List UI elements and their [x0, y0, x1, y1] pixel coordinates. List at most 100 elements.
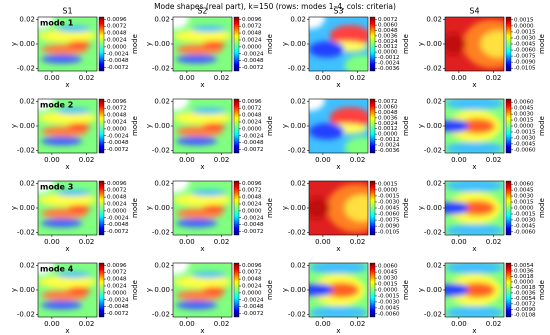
y-axis-label: y [281, 206, 289, 210]
field-blob [40, 54, 83, 64]
field-blob [175, 54, 218, 64]
colorbar-tick-label: -0.0012 [378, 137, 400, 143]
x-tick-label: 0.00 [179, 238, 195, 246]
field-blob [173, 275, 232, 289]
x-tick-label: 0.00 [315, 320, 331, 328]
y-tick-label: 0.00 [19, 122, 35, 130]
colorbar-label: mode [131, 34, 139, 54]
subplot: 0.02 0.00 -0.02 0.00 0.02 x y 0.00960.00720.004… [145, 97, 274, 171]
field-blob [175, 300, 218, 310]
colorbar-tick-label: 0.0024 [107, 119, 127, 125]
subplot: 0.02 0.00 -0.02 0.00 0.02 x y 0.00600.00450.003… [281, 261, 410, 335]
colorbar-tick-label: 0.0030 [514, 112, 534, 118]
colorbar-tick-label: -0.0072 [514, 301, 536, 307]
colorbar-tick-label: -0.0036 [514, 290, 536, 296]
field-blob [175, 125, 224, 137]
colorbar-tick-label: 0.0036 [514, 268, 534, 274]
field-blob [459, 282, 496, 298]
colorbar-tick-label: 0.0000 [242, 208, 262, 214]
colorbar-tick-label: -0.0015 [514, 211, 536, 217]
x-tick-label: 0.02 [350, 238, 366, 246]
y-tick-label: -0.02 [424, 65, 442, 73]
field-blob [40, 208, 89, 219]
colorbar-tick-label: -0.0108 [514, 312, 536, 318]
colorbar-tick-label: 0.0048 [242, 195, 262, 201]
field-blob [38, 193, 97, 207]
colorbar-tick-label: 0.0000 [514, 206, 534, 212]
field-blob [40, 125, 89, 137]
colorbar-tick-label: -0.0045 [514, 223, 536, 229]
colorbar-tick-label: -0.0060 [514, 48, 536, 54]
colorbar-tick-label: 0.0048 [107, 113, 127, 119]
heatmap [309, 181, 368, 235]
x-axis-label: x [472, 163, 476, 171]
heatmap [173, 181, 232, 235]
field-blob [445, 181, 504, 192]
field-blob [202, 41, 227, 47]
y-tick-label: 0.00 [290, 204, 306, 212]
field-blob [40, 44, 89, 55]
heatmap [38, 99, 97, 153]
colorbar-tick-label: -0.0060 [378, 212, 400, 218]
colorbar [98, 262, 105, 318]
colorbar-tick-label: -0.0024 [378, 60, 400, 66]
x-tick-label: 0.00 [315, 238, 331, 246]
y-tick-label: 0.00 [19, 204, 35, 212]
subplot: 0.02 0.00 -0.02 0.00 0.02 x y 0.00720.00600.004… [281, 97, 410, 171]
field-blob [202, 123, 227, 129]
colorbar-tick-label: -0.0036 [378, 148, 400, 154]
x-tick-label: 0.00 [315, 74, 331, 82]
y-axis-label: y [145, 206, 153, 210]
x-tick-label: 0.02 [350, 74, 366, 82]
colorbar-tick-label: -0.0072 [107, 311, 129, 317]
colorbar-tick-label: 0.0072 [378, 17, 398, 23]
y-axis-label: y [417, 288, 425, 292]
x-tick-label: 0.00 [451, 74, 467, 82]
field-blob [445, 33, 466, 55]
subplot: 0.02 0.00 -0.02 0.00 0.02 x y 0.00960.00720.004… [145, 179, 274, 253]
y-tick-label: 0.00 [19, 40, 35, 48]
colorbar-tick-label: 0.0048 [242, 277, 262, 283]
colorbar-tick-label: 0.0060 [514, 182, 534, 188]
heatmap [38, 263, 97, 317]
field-blob [344, 136, 368, 153]
x-tick-label: 0.02 [214, 74, 230, 82]
colorbar-tick-label: -0.0015 [514, 129, 536, 135]
colorbar-tick-label: -0.0015 [378, 293, 400, 299]
colorbar-tick-label: 0.0015 [514, 200, 534, 206]
field-blob [445, 263, 504, 274]
colorbar-tick-label: -0.0060 [514, 147, 536, 153]
colorbar-tick-label: 0.0054 [514, 263, 534, 269]
y-tick-label: 0.00 [290, 122, 306, 130]
colorbar-label: mode [538, 34, 546, 54]
colorbar-tick-label: -0.0105 [378, 230, 400, 236]
x-tick-label: 0.02 [486, 156, 502, 164]
y-tick-label: 0.02 [154, 15, 170, 23]
x-axis-label: x [65, 163, 69, 171]
y-axis-label: y [417, 42, 425, 46]
y-tick-label: 0.02 [290, 261, 306, 269]
colorbar-tick-label: -0.0045 [378, 305, 400, 311]
y-tick-label: 0.00 [426, 204, 442, 212]
colorbar-tick-label: 0.0045 [514, 106, 534, 112]
y-tick-label: -0.02 [288, 311, 306, 319]
field-blob [175, 44, 224, 55]
colorbar [369, 98, 376, 154]
colorbar-label: mode [402, 280, 410, 300]
colorbar-tick-label: 0.0048 [242, 113, 262, 119]
colorbar-tick-label: -0.0075 [378, 218, 400, 224]
field-blob [173, 193, 232, 207]
colorbar-tick-label: 0.0048 [107, 195, 127, 201]
colorbar-tick-label: 0.0096 [107, 17, 127, 23]
y-tick-label: -0.02 [424, 229, 442, 237]
field-blob [190, 271, 227, 279]
colorbar-tick-label: 0.0072 [107, 270, 127, 276]
x-tick-label: 0.02 [79, 320, 95, 328]
y-tick-label: 0.00 [290, 286, 306, 294]
x-tick-label: 0.02 [486, 74, 502, 82]
field-blob [173, 263, 189, 275]
x-tick-label: 0.00 [451, 156, 467, 164]
colorbar [98, 98, 105, 154]
colorbar [505, 98, 512, 154]
colorbar-tick-label: 0.0000 [378, 187, 398, 193]
